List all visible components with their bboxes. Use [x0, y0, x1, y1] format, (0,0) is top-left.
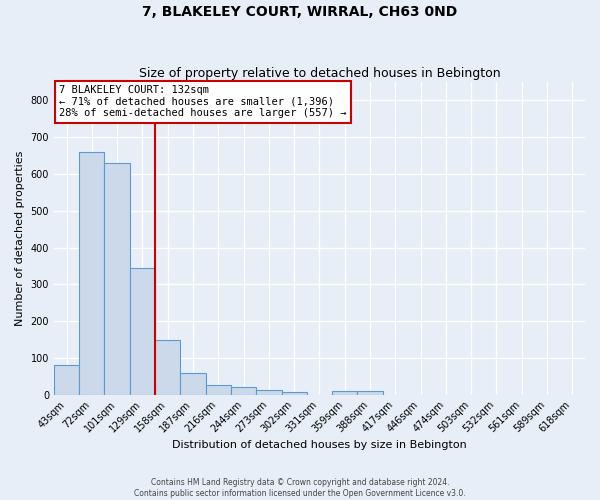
- Bar: [155, 340, 181, 394]
- Bar: [281, 392, 307, 394]
- Bar: [332, 391, 358, 394]
- Bar: [181, 372, 206, 394]
- Bar: [104, 163, 130, 394]
- Text: 7, BLAKELEY COURT, WIRRAL, CH63 0ND: 7, BLAKELEY COURT, WIRRAL, CH63 0ND: [142, 5, 458, 19]
- Bar: [54, 364, 79, 394]
- Bar: [231, 388, 256, 394]
- Text: 7 BLAKELEY COURT: 132sqm
← 71% of detached houses are smaller (1,396)
28% of sem: 7 BLAKELEY COURT: 132sqm ← 71% of detach…: [59, 85, 347, 118]
- Bar: [130, 268, 155, 394]
- Title: Size of property relative to detached houses in Bebington: Size of property relative to detached ho…: [139, 66, 500, 80]
- Text: Contains HM Land Registry data © Crown copyright and database right 2024.
Contai: Contains HM Land Registry data © Crown c…: [134, 478, 466, 498]
- Bar: [206, 386, 231, 394]
- Y-axis label: Number of detached properties: Number of detached properties: [15, 150, 25, 326]
- Bar: [79, 152, 104, 394]
- Bar: [358, 391, 383, 394]
- Bar: [256, 390, 281, 394]
- X-axis label: Distribution of detached houses by size in Bebington: Distribution of detached houses by size …: [172, 440, 467, 450]
